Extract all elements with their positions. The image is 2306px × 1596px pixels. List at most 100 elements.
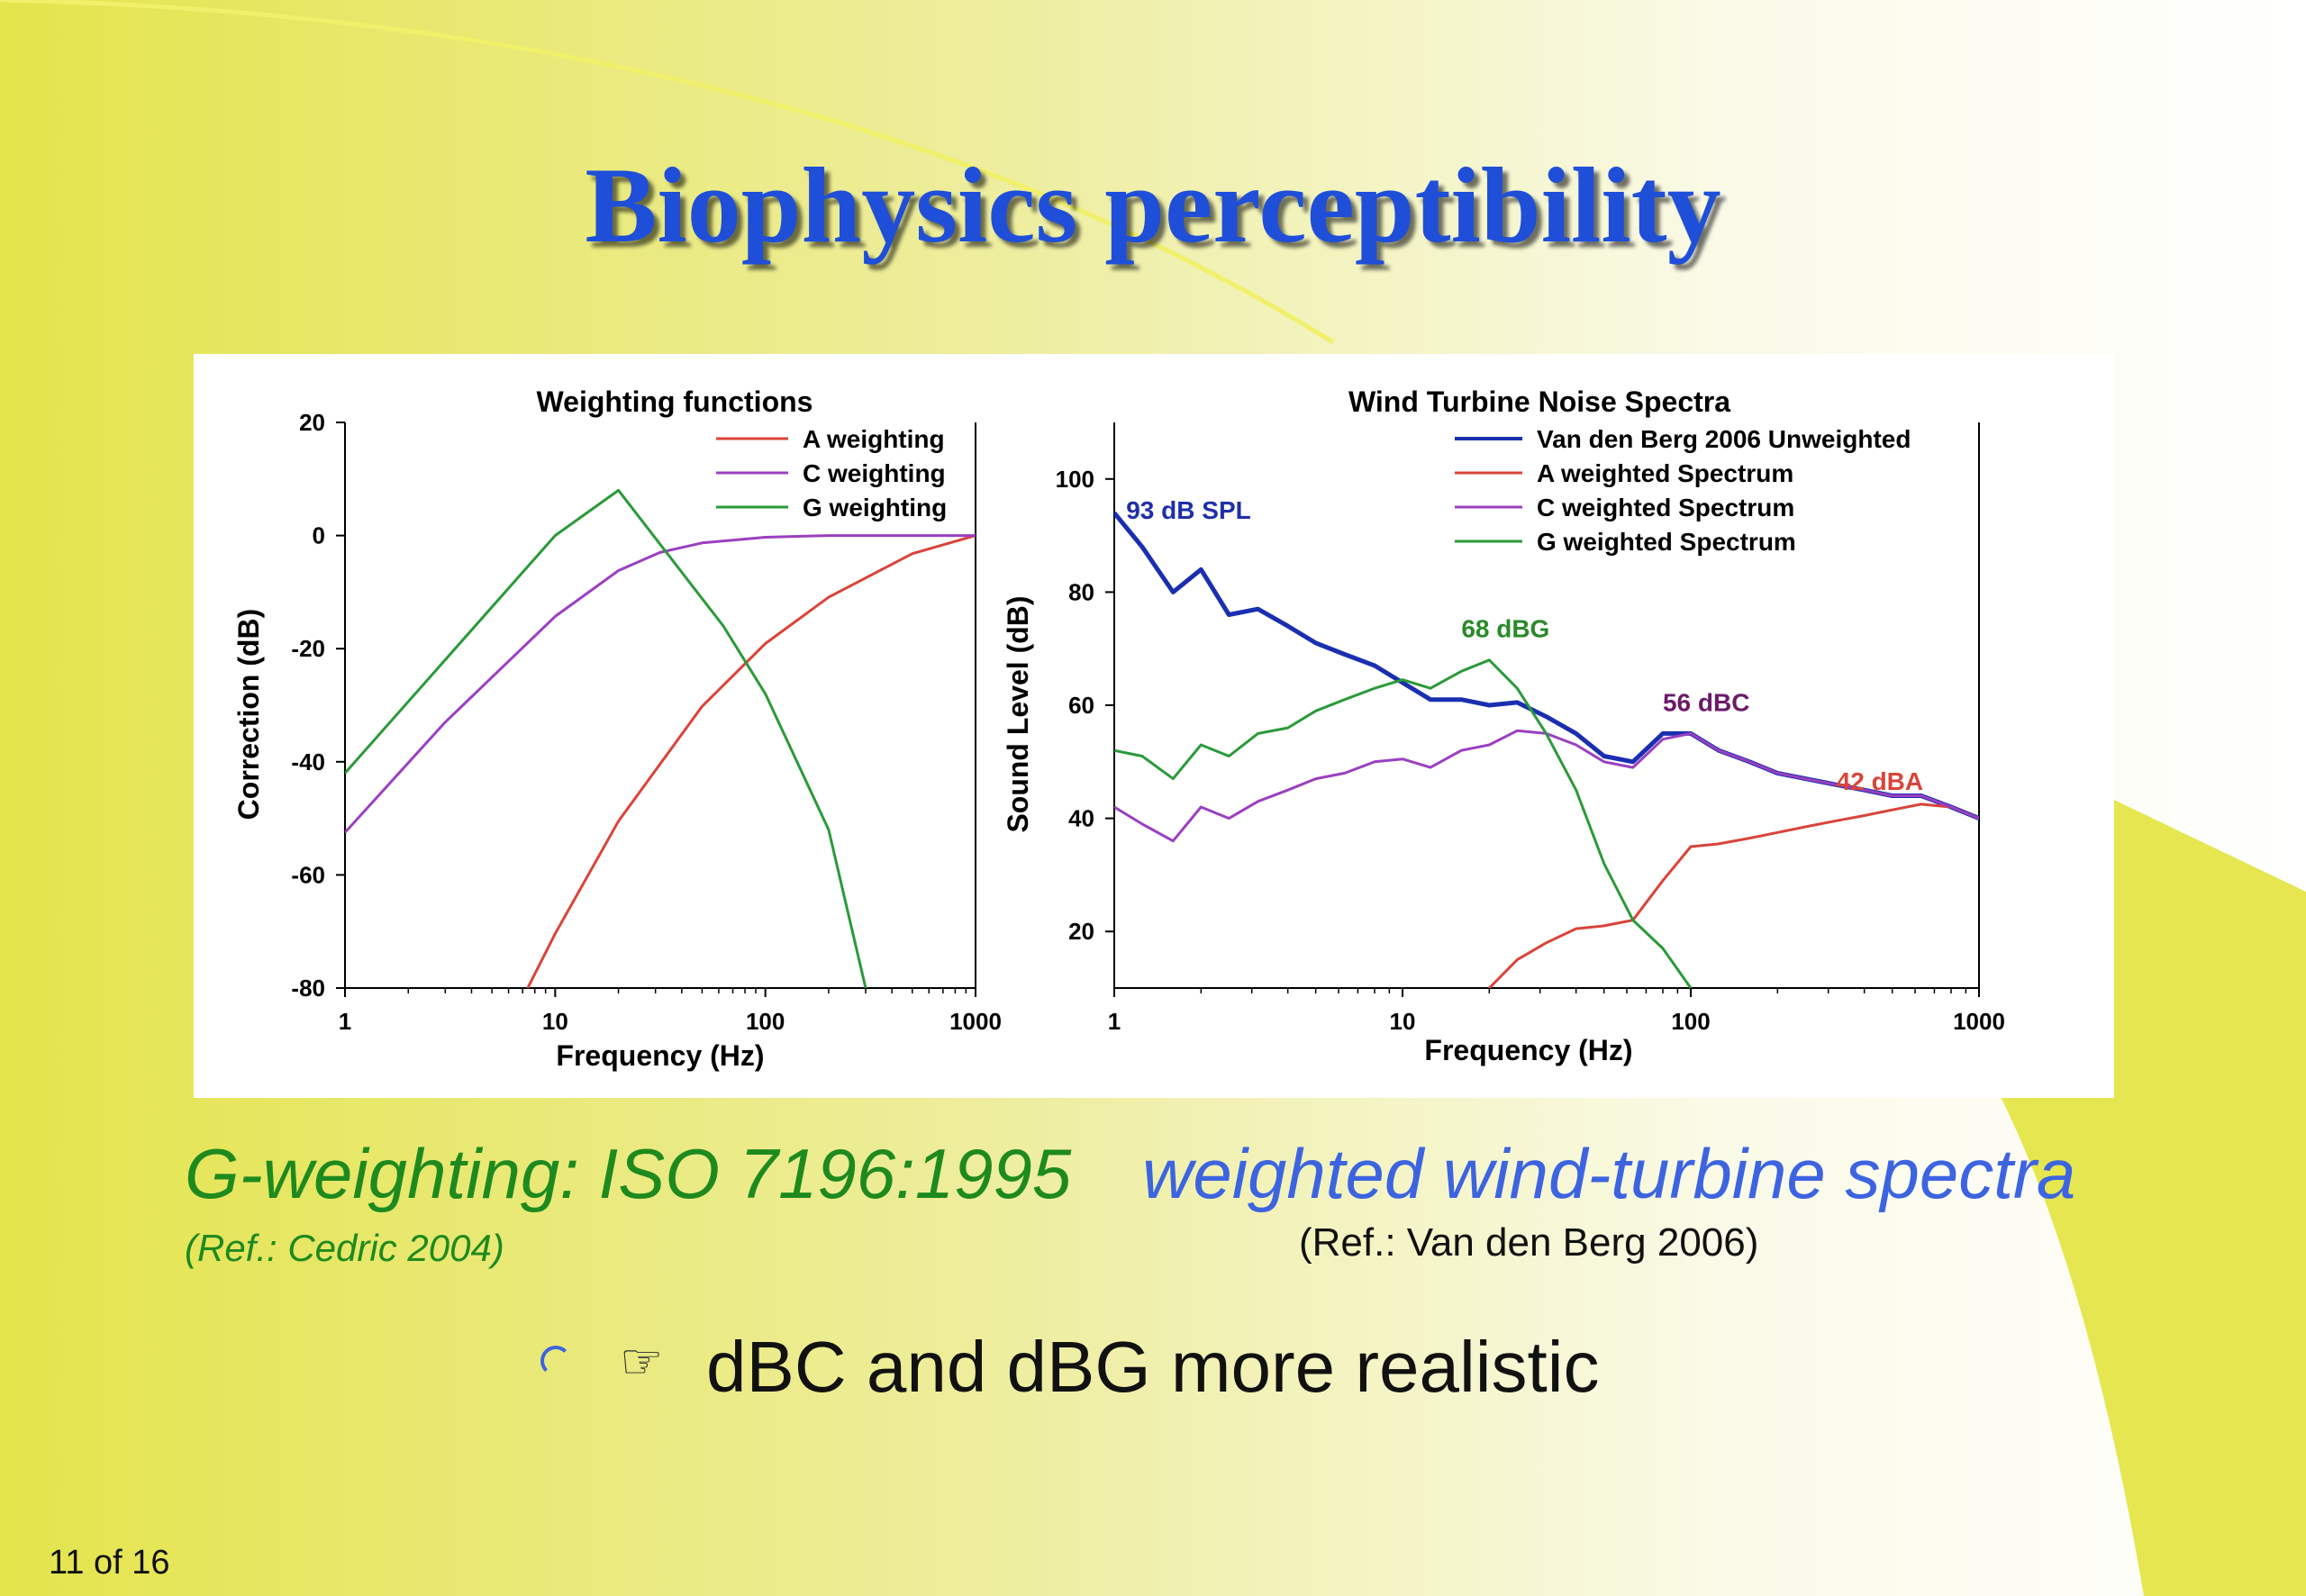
series-g-weighted-spectrum-point — [1632, 919, 1634, 921]
series-g-weighting-point — [764, 693, 767, 695]
x-axis-label: Frequency (Hz) — [1424, 1034, 1632, 1066]
series-c-weighting-point — [345, 831, 346, 834]
x-tick-label: 10 — [542, 1008, 568, 1035]
series-g-weighting — [345, 488, 867, 988]
series-c-weighted-spectrum-point — [1602, 761, 1605, 763]
series-c-weighted-spectrum-point — [1804, 777, 1807, 780]
series-c-weighted-spectrum-point — [1314, 777, 1317, 780]
series-c-weighted-spectrum-point — [1460, 749, 1463, 751]
legend-label: G weighting — [803, 494, 947, 521]
series-van-den-berg-2006-unweighted-point — [1545, 715, 1548, 718]
weighted-spectra-caption: weighted wind-turbine spectra — [1142, 1134, 2076, 1213]
series-van-den-berg-2006-unweighted-point — [1314, 642, 1317, 644]
x-tick-label: 100 — [1671, 1008, 1710, 1035]
series-a-weighted-spectrum-point — [1602, 925, 1605, 927]
legend-label: Van den Berg 2006 Unweighted — [1537, 425, 1911, 453]
series-c-weighted-spectrum-point — [1950, 806, 1952, 808]
chart-title: Weighting functions — [537, 385, 813, 418]
y-tick-label: -60 — [291, 861, 325, 888]
series-van-den-berg-2006-unweighted-point — [1662, 732, 1664, 735]
series-a-weighted-spectrum-point — [1833, 820, 1836, 822]
series-g-weighting-point — [722, 625, 724, 627]
series-c-weighted-spectrum-point — [1374, 761, 1375, 763]
series-a-weighting-point — [828, 596, 830, 598]
y-tick-label: 80 — [1068, 578, 1094, 605]
series-g-weighted-spectrum-point — [1286, 727, 1289, 729]
series-g-weighted-spectrum-point — [1344, 698, 1346, 701]
x-axis-label: Frequency (Hz) — [556, 1039, 764, 1072]
series-a-weighted-spectrum-point — [1718, 843, 1720, 845]
legend-label: G weighted Spectrum — [1537, 528, 1796, 556]
y-tick-label: -40 — [291, 748, 325, 775]
series-c-weighted-spectrum-point — [1748, 761, 1751, 763]
series-a-weighted-spectrum-point — [1920, 803, 1922, 805]
series-c-weighting-point — [444, 721, 447, 723]
charts-svg: 20 0 -20 -40 -60 -80 1 10 100 1000 Weighting funct… — [232, 385, 2005, 1072]
x-tick-label: 10 — [1390, 1008, 1416, 1035]
series-van-den-berg-2006-unweighted-point — [1114, 512, 1115, 514]
series-g-weighting-point — [345, 772, 346, 775]
series-c-weighted-spectrum-point — [1718, 749, 1720, 751]
plot-area — [1114, 511, 1979, 988]
series-c-weighted-spectrum-point — [1200, 806, 1203, 808]
series-g-weighted-spectrum-point — [1172, 777, 1175, 780]
series-a-weighting-point — [764, 642, 767, 645]
series-c-weighted-spectrum-point — [1114, 806, 1115, 808]
annotation-label: 68 dBG — [1461, 615, 1549, 643]
series-g-weighting-point — [617, 489, 620, 492]
chart-2: 100 80 60 40 20 1 10 100 1000 Wind Turbine Noise … — [1002, 385, 2005, 1066]
series-c-weighted-spectrum-point — [1141, 823, 1143, 825]
series-g-weighted-spectrum — [1114, 658, 1693, 988]
annotation-label: 56 dBC — [1663, 688, 1749, 716]
y-tick-label: 100 — [1056, 466, 1094, 493]
series-g-weighting-point — [828, 829, 830, 830]
series-van-den-berg-2006-unweighted-point — [1632, 761, 1634, 763]
series-van-den-berg-2006-unweighted-point — [1141, 546, 1143, 548]
bullet-ring-icon — [540, 1346, 571, 1376]
legend-label: C weighted Spectrum — [1537, 494, 1794, 521]
series-a-weighting — [526, 534, 976, 988]
series-c-weighted-spectrum-point — [1833, 784, 1836, 785]
series-van-den-berg-2006-unweighted-point — [1602, 755, 1605, 757]
series-a-weighted-spectrum-point — [1690, 846, 1692, 848]
series-van-den-berg-2006-unweighted-point — [1374, 665, 1375, 667]
series-a-weighted-spectrum-point — [1891, 809, 1893, 811]
series-c-weighted-spectrum-point — [1632, 766, 1634, 768]
series-g-weighted-spectrum-point — [1602, 863, 1605, 865]
y-tick-label: -80 — [291, 975, 325, 1002]
series-g-weighted-spectrum-point — [1200, 744, 1203, 746]
series-g-weighted-spectrum-point — [1662, 948, 1664, 949]
series-g-weighting-point — [865, 987, 867, 988]
y-tick-label: 0 — [313, 522, 325, 549]
chart-figure: 20 0 -20 -40 -60 -80 1 10 100 1000 Weighting funct… — [194, 354, 2114, 1098]
y-tick-label: 20 — [299, 409, 325, 436]
chart-title: Wind Turbine Noise Spectra — [1348, 385, 1730, 418]
series-a-weighted-spectrum-point — [1863, 814, 1866, 817]
x-tick-label: 1000 — [1953, 1008, 2005, 1035]
reference-van-den-berg: (Ref.: Van den Berg 2006) — [1299, 1220, 1759, 1265]
series-c-weighted-spectrum-point — [1286, 789, 1289, 791]
series-c-weighting — [345, 534, 976, 834]
series-van-den-berg-2006-unweighted-point — [1344, 653, 1346, 656]
series-a-weighted-spectrum-point — [1748, 837, 1751, 839]
series-c-weighted-spectrum-point — [1516, 730, 1519, 732]
series-g-weighting-point — [554, 534, 557, 537]
series-c-weighting-point — [701, 542, 704, 544]
series-c-weighted-spectrum-point — [1863, 789, 1866, 791]
series-c-weighted-spectrum-point — [1891, 794, 1893, 797]
series-c-weighted-spectrum-point — [1690, 732, 1692, 735]
series-c-weighted-spectrum-point — [1662, 738, 1664, 740]
series-van-den-berg-2006-unweighted-point — [1172, 591, 1175, 594]
series-c-weighting-point — [828, 534, 830, 537]
y-tick-label: -20 — [291, 635, 325, 662]
series-g-weighted-spectrum-point — [1257, 732, 1259, 735]
y-tick-label: 20 — [1068, 918, 1094, 945]
series-c-weighted-spectrum-point — [1257, 801, 1259, 803]
series-van-den-berg-2006-unweighted-point — [1286, 625, 1289, 627]
pointing-hand-icon: ☞ — [620, 1335, 664, 1389]
series-g-weighted-spectrum-point — [1516, 687, 1519, 689]
legend-label: A weighted Spectrum — [1537, 459, 1793, 487]
series-a-weighted-spectrum-point — [1575, 928, 1577, 929]
series-g-weighted-spectrum-point — [1114, 749, 1115, 751]
series-c-weighted-spectrum-point — [1402, 757, 1403, 760]
